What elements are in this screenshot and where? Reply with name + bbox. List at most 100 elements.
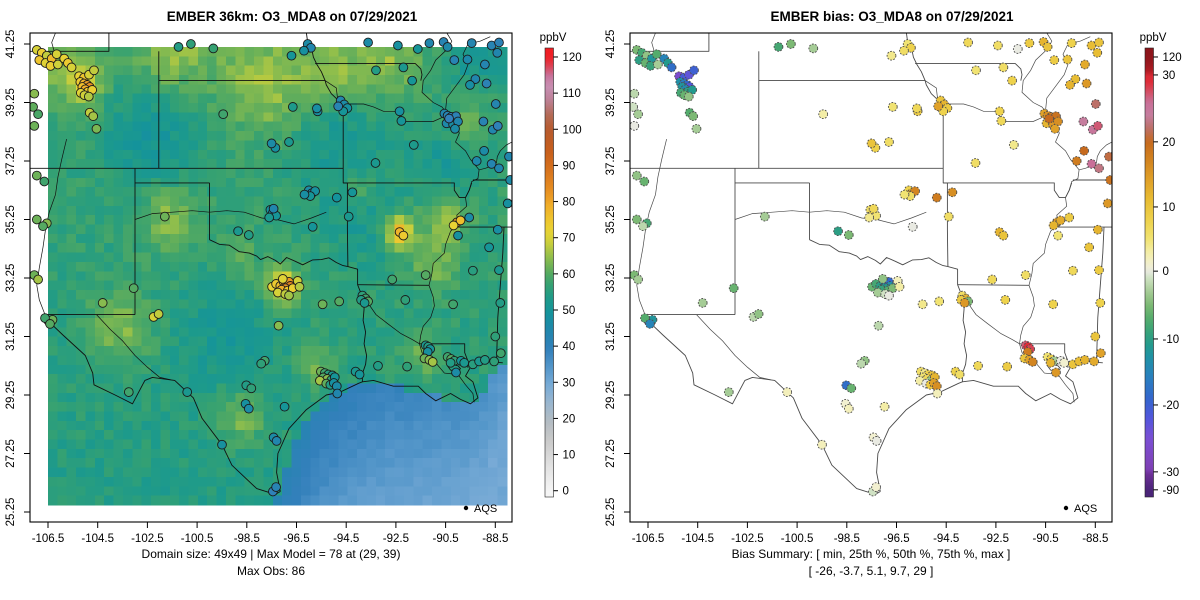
colorbar-tick-label: 60 [563,269,576,281]
aqs-station-point [465,80,475,90]
colorbar-tick-label: 70 [563,233,576,245]
x-tick-label: -94.5 [333,533,359,545]
x-tick-label: -96.5 [883,533,909,545]
aqs-station-point [1000,295,1011,305]
aqs-station-point [31,170,42,181]
aqs-station-point [312,103,322,114]
colorbar-tick-label: 40 [563,341,576,353]
aqs-station-point [1068,265,1078,276]
aqs-station-point [1080,59,1090,70]
aqs-station-point [1064,212,1075,223]
aqs-station-point [495,298,506,308]
aqs-station-point [398,230,409,241]
y-tick-label: 39.25 [5,88,17,117]
aqs-station-point [954,369,965,380]
aqs-station-point [1081,78,1092,89]
y-tick-label: 33.25 [5,264,17,293]
aqs-station-point [468,265,478,276]
aqs-station-point [1094,163,1104,174]
aqs-station-point [943,211,954,222]
y-tick-label: 29.25 [605,381,617,410]
aqs-station-point [864,212,875,223]
aqs-station-point [697,298,708,308]
x-tick-label: -104.5 [681,533,714,545]
bias-caption-line1: Bias Summary: [ min, 25th %, 50th %, 75t… [732,547,1011,561]
aqs-station-point [83,91,94,102]
colorbar-tick-label: 10 [563,450,576,462]
aqs-station-point [818,109,829,120]
aqs-station-point [1066,38,1077,48]
aqs-station-point [333,101,344,112]
aqs-station-point [773,42,784,52]
aqs-station-point [973,360,983,371]
aqs-station-point [645,319,655,329]
x-tick-label: -102.5 [731,533,764,545]
aqs-station-point [208,43,219,54]
aqs-station-point [45,319,55,329]
aqs-station-point [449,55,460,65]
aqs-station-point [505,175,512,185]
aqs-station-point [987,274,998,285]
aqs-station-point [407,75,417,86]
state-border-line [809,239,948,268]
aqs-station-point [453,230,463,241]
aqs-station-point [899,189,910,200]
colorbar-tick-label: 0 [563,486,569,498]
aqs-station-point [933,101,944,112]
aqs-station-point [455,215,466,226]
aqs-station-point [1002,361,1012,372]
aqs-station-point [1095,298,1106,308]
aqs-station-point [279,401,290,412]
map-content [30,33,512,506]
aqs-station-point [1062,54,1073,65]
bias-caption-line2: [ -26, -3.7, 5.1, 9.7, 29 ] [809,564,934,578]
model-map-panel: EMBER 36km: O3_MDA8 on 07/29/2021 -106.5… [5,9,582,578]
aqs-station-point [33,109,43,120]
axes: -106.5 -104.5 -102.5 -100.5 -98.5 -96.5 -94.5 -… [5,30,508,545]
aqs-station-point [480,355,490,365]
aqs-station-point [284,290,294,301]
aqs-station-point [1102,198,1112,209]
aqs-station-point [639,176,650,187]
aqs-station-point [723,387,734,397]
y-tick-label: 41.25 [605,30,617,59]
x-tick-label: -98.5 [234,533,260,545]
aqs-station-point [1094,37,1104,48]
aqs-station-point [128,283,139,294]
aqs-station-point [843,230,854,240]
aqs-station-point [445,357,456,368]
aqs-station-point [307,221,318,232]
aqs-legend-label: AQS [1074,503,1097,515]
aqs-station-point [688,111,699,122]
y-tick-label: 29.25 [5,381,17,410]
aqs-station-point [173,42,184,52]
y-tick-label: 25.25 [5,498,17,527]
aqs-station-point [1092,47,1103,58]
aqs-station-point [478,116,489,127]
aqs-station-point [689,65,699,76]
river-line [96,314,172,381]
state-border-line [357,284,430,286]
aqs-station-point [31,214,42,225]
aqs-station-point [480,59,490,70]
aqs-station-point [479,145,489,156]
aqs-station-point [1050,123,1060,134]
axes: -106.5 -104.5 -102.5 -100.5 -98.5 -96.5 -94.5 -… [605,30,1108,545]
aqs-station-point [464,212,475,223]
aqs-station-point [448,220,459,231]
state-border-line [876,360,1103,492]
colorbar-tick-label: 90 [563,160,576,172]
plot-background [630,33,1112,522]
x-tick-label: -88.5 [1082,533,1108,545]
aqs-station-point [871,436,882,446]
aqs-station-point [630,102,638,112]
aqs-station-point [970,158,981,168]
aqs-station-point [243,230,254,240]
aqs-station-point [1012,44,1023,54]
aqs-station-point [451,367,461,378]
aqs-station-point [817,439,827,450]
colorbar-tick-label: 80 [563,197,576,209]
aqs-station-point [868,203,879,214]
aqs-station-point [846,383,857,394]
